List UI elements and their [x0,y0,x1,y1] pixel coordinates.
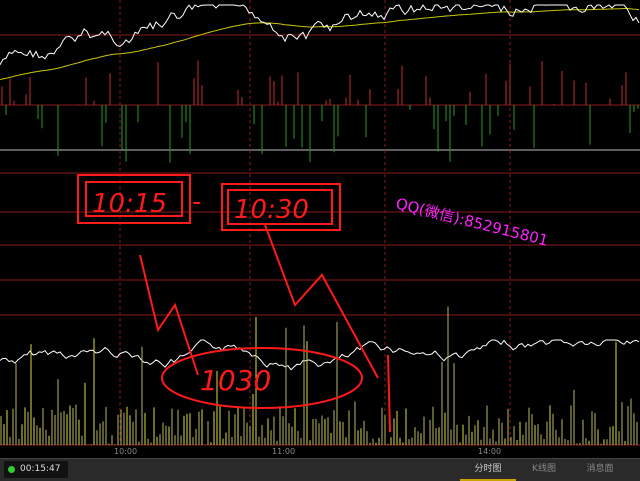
annotation-box-1030 [221,183,341,231]
price-line [0,4,640,66]
volume-bars [0,306,638,445]
annotation-arrow-2 [264,224,379,379]
annotation-1030: 10:30 [234,195,309,225]
tab-kline[interactable]: K线图 [532,464,556,474]
green-dot-icon [8,466,15,473]
handwritten-annotations [77,174,391,433]
average-price-line [0,8,640,80]
status-bar: 00:15:47 分时图 K线图 消息面 [0,458,640,481]
macd-bars [1,60,639,163]
annotation-dash: - [192,187,201,217]
tab-intraday[interactable]: 分时图 [460,459,516,481]
intraday-chart[interactable]: 10:15 - 10:30 1030 QQ(微信):852915801 [0,0,640,458]
more-tab[interactable] [628,459,640,481]
view-tabs: 分时图 K线图 消息面 [460,459,640,481]
annotation-1015: 10:15 [92,189,167,219]
annotation-arrow-1 [139,254,199,376]
clock-time: 00:15:47 [20,464,61,474]
time-label: 11:00 [272,447,296,456]
contact-watermark: QQ(微信):852915801 [394,194,550,249]
annotation-ellipse [161,347,363,409]
clock: 00:15:47 [4,461,69,478]
lower-price-line [0,339,640,371]
annotation-box-1015 [77,174,191,224]
annotation-1030-ellipse: 1030 [200,364,271,397]
time-label: 10:00 [114,447,138,456]
time-label: 14:00 [478,447,502,456]
tab-news[interactable]: 消息面 [586,464,614,474]
annotation-box-1015-inner [85,181,183,217]
